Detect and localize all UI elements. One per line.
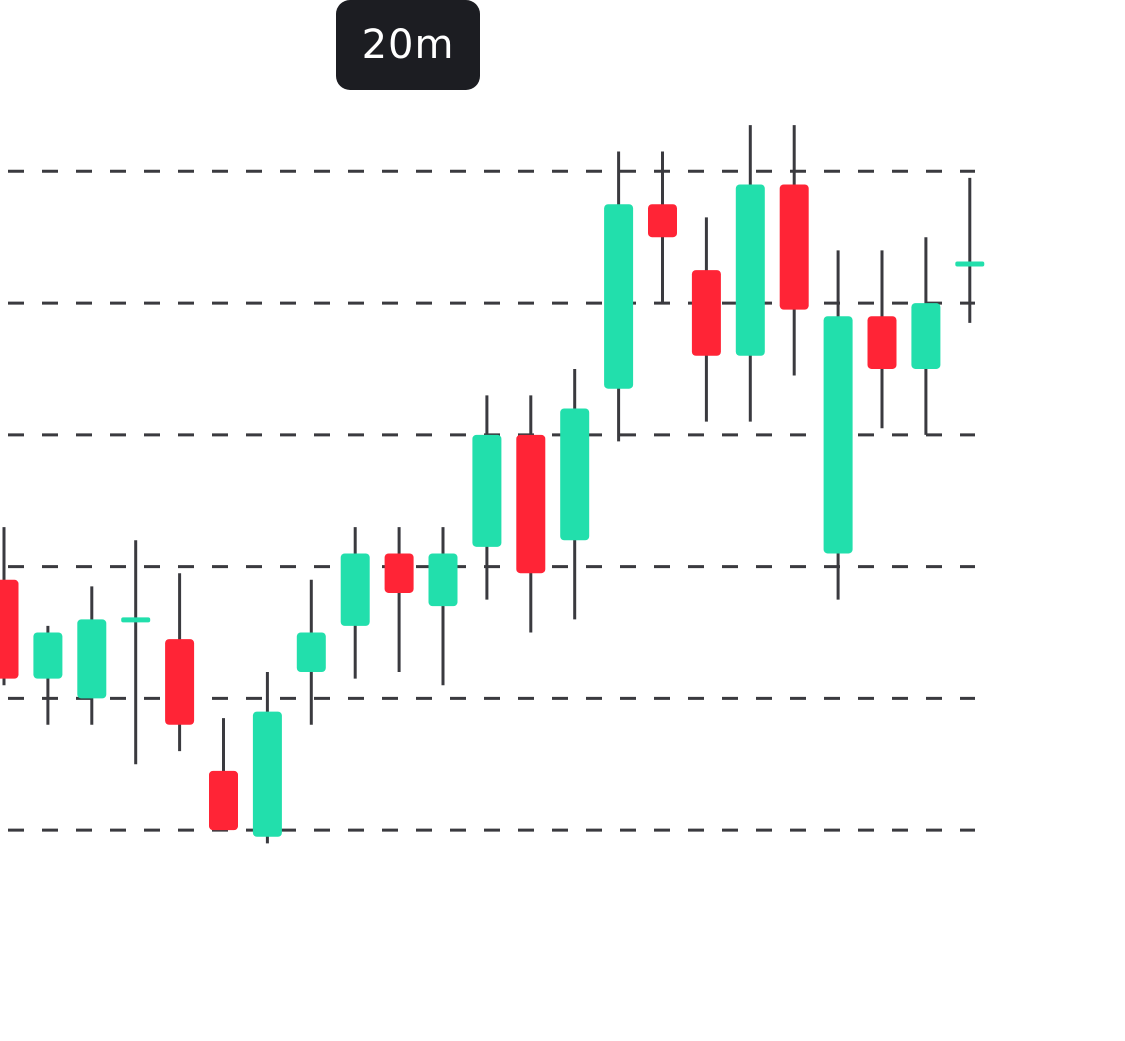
candle-body-down (516, 434, 546, 574)
candle-body-up (296, 632, 326, 673)
candle-1 (0, 527, 19, 686)
candle-body-up (604, 204, 634, 389)
candle-body-up (121, 617, 151, 623)
candle-body-down (0, 579, 19, 679)
candle-6 (209, 718, 238, 831)
candle-body-up (560, 408, 590, 541)
candle-2 (33, 625, 63, 725)
candle-20 (823, 250, 853, 600)
candle-13 (516, 395, 546, 633)
candle-body-down (165, 639, 195, 725)
candle-3 (77, 586, 107, 725)
candle-5 (165, 573, 195, 752)
candle-9 (340, 527, 370, 679)
candle-12 (472, 395, 502, 600)
candle-body-up (33, 632, 63, 679)
candle-body-down (384, 553, 414, 593)
candle-body-down (779, 184, 809, 310)
candle-body-down (648, 204, 677, 238)
candle-21 (867, 250, 897, 429)
candle-14 (560, 368, 590, 620)
timeframe-badge[interactable]: 20m (336, 0, 480, 90)
candle-body-down (691, 270, 721, 356)
candle-11 (428, 527, 458, 686)
candle-body-up (472, 434, 502, 547)
candle-18 (735, 125, 765, 422)
candle-16 (648, 151, 677, 304)
candle-8 (296, 579, 326, 725)
candle-body-down (209, 770, 238, 831)
candle-15 (604, 151, 634, 442)
candles (0, 125, 985, 844)
candle-4 (121, 540, 151, 765)
candle-body-up (911, 303, 941, 369)
candle-17 (691, 217, 721, 422)
candle-body-up (77, 619, 107, 699)
candle-body-up (823, 316, 853, 554)
timeframe-label: 20m (361, 22, 455, 68)
candle-10 (384, 527, 414, 673)
candle-7 (252, 672, 282, 844)
candle-body-up (252, 711, 282, 837)
candle-body-up (955, 261, 985, 267)
candle-body-up (340, 553, 370, 626)
candle-body-up (428, 553, 458, 607)
candle-22 (911, 237, 941, 435)
candle-23 (955, 177, 985, 323)
candle-body-down (867, 316, 897, 369)
candle-19 (779, 125, 809, 376)
candle-body-up (735, 184, 765, 356)
